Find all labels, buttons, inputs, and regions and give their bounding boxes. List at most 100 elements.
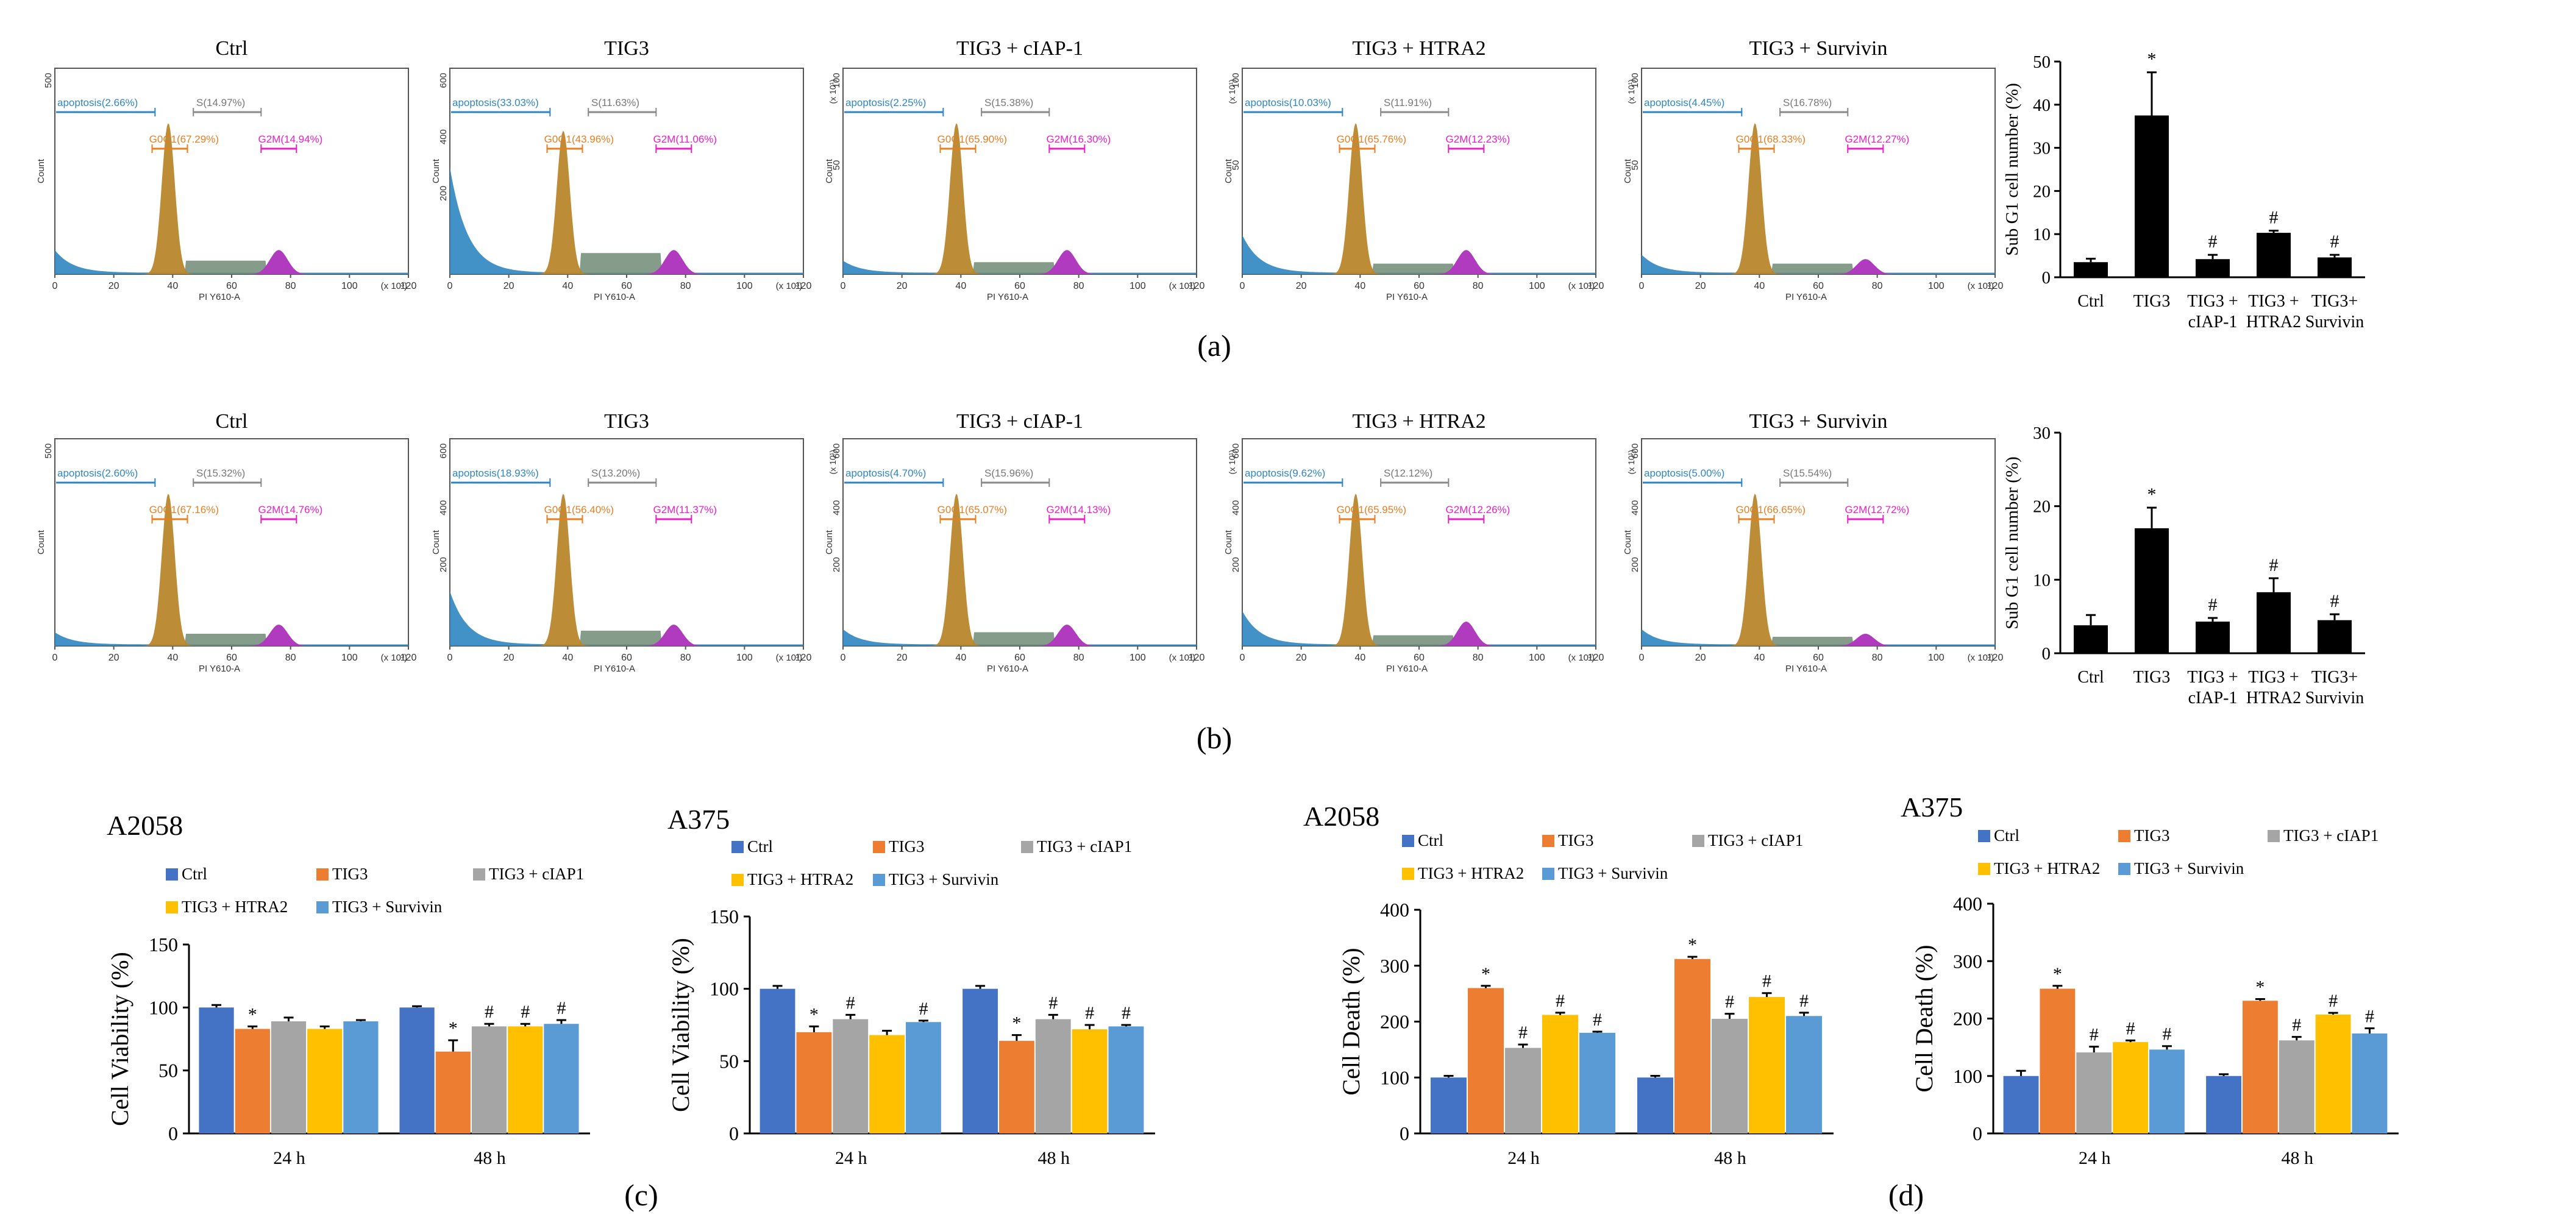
legend-swatch — [473, 868, 485, 881]
y-tick-label: 200 — [831, 557, 842, 572]
legend-swatch — [1978, 863, 1990, 875]
apoptosis-region — [1642, 629, 1995, 646]
x-axis-label: PI Y610-A — [594, 292, 635, 302]
significance-mark: # — [1518, 1023, 1528, 1043]
x-tick-label: 100 — [736, 281, 753, 291]
significance-mark: # — [1799, 991, 1809, 1011]
x-tick-label: 80 — [680, 653, 691, 663]
significance-mark: # — [919, 999, 928, 1019]
bar — [962, 988, 998, 1133]
y-tick-label: 400 — [438, 129, 449, 144]
x-tick-label: 120 — [1987, 653, 2004, 663]
x-axis-label: PI Y610-A — [1386, 664, 1428, 674]
panel-label-c: (c) — [624, 1178, 658, 1212]
sphase-gate-label: S(12.12%) — [1384, 467, 1432, 479]
g2m-gate-label: G2M(11.06%) — [653, 133, 717, 145]
apoptosis-gate-label: apoptosis(10.03%) — [1245, 97, 1331, 108]
bar — [2242, 1001, 2278, 1133]
bar — [1579, 1032, 1616, 1133]
y-unit-label: (x 10¹) — [828, 79, 838, 104]
bar — [2113, 1042, 2149, 1133]
x-category-label: cIAP-1 — [2188, 689, 2238, 707]
histogram-title: TIG3 — [604, 410, 649, 433]
x-tick-label: 120 — [1588, 653, 1604, 663]
g0g1-peak — [1642, 494, 1995, 646]
apoptosis-gate-label: apoptosis(2.66%) — [57, 97, 138, 108]
legend-swatch — [1542, 835, 1554, 847]
legend-swatch — [1978, 830, 1990, 842]
x-tick-label: 20 — [1296, 653, 1307, 663]
legend-swatch — [1542, 868, 1554, 880]
grouped-bar-chart: A375 Ctrl TIG3 TIG3 + cIAP1 TIG3 + HTRA2 TIG3… — [1901, 792, 2399, 1168]
apoptosis-region — [55, 250, 408, 274]
x-axis-label: PI Y610-A — [1785, 292, 1827, 302]
g0g1-peak — [450, 494, 803, 646]
apoptosis-region — [843, 260, 1197, 274]
legend-entry: Ctrl — [747, 837, 773, 856]
significance-mark: # — [2292, 1015, 2301, 1035]
significance-mark: # — [557, 998, 566, 1018]
bar — [1072, 1029, 1108, 1133]
y-tick-label: 0 — [2042, 644, 2051, 664]
significance-mark: # — [2208, 595, 2218, 615]
x-tick-label: 20 — [1296, 281, 1307, 291]
y-tick-label: 400 — [438, 500, 449, 516]
bar — [271, 1021, 307, 1133]
x-axis-label: PI Y610-A — [594, 664, 635, 674]
x-tick-label: 20 — [1695, 653, 1706, 663]
legend-entry: TIG3 — [332, 865, 368, 883]
significance-mark: # — [485, 1002, 494, 1022]
legend-entry: TIG3 — [2134, 826, 2169, 845]
legend-swatch — [731, 841, 744, 853]
y-tick-label: 600 — [438, 443, 449, 458]
legend-swatch — [1402, 868, 1414, 880]
x-category-label: TIG3 + — [2248, 668, 2299, 687]
bar — [906, 1022, 941, 1133]
x-tick-label: 20 — [109, 653, 119, 663]
x-tick-label: 60 — [1014, 281, 1025, 291]
apoptosis-region — [1642, 254, 1995, 274]
x-tick-label: 60 — [226, 653, 237, 663]
significance-mark: # — [2126, 1018, 2135, 1038]
x-tick-label: 0 — [841, 281, 846, 291]
significance-mark: * — [2147, 484, 2157, 505]
bar — [2318, 620, 2352, 653]
x-category-label: Survivin — [2305, 689, 2364, 707]
histogram-title: TIG3 + cIAP-1 — [956, 37, 1083, 60]
significance-mark: * — [2053, 964, 2062, 984]
x-axis-label: PI Y610-A — [987, 292, 1028, 302]
legend-swatch — [1402, 835, 1414, 847]
y-tick-label: 40 — [2033, 96, 2051, 115]
bar — [2352, 1033, 2388, 1133]
bar — [2257, 592, 2291, 653]
g0g1-peak — [55, 123, 408, 274]
y-tick-label: 100 — [831, 73, 842, 88]
apoptosis-region — [1242, 611, 1596, 646]
bar — [399, 1007, 435, 1133]
significance-mark: * — [248, 1004, 257, 1024]
x-axis-label: PI Y610-A — [199, 292, 240, 302]
x-tick-label: 60 — [1813, 653, 1824, 663]
y-tick-label: 50 — [1231, 160, 1241, 171]
x-tick-label: 80 — [1073, 653, 1084, 663]
y-tick-label: 0 — [2042, 268, 2051, 288]
y-tick-label: 200 — [1380, 1011, 1409, 1033]
y-tick-label: 30 — [2033, 139, 2051, 158]
y-tick-label: 200 — [438, 186, 449, 201]
bar — [2003, 1076, 2039, 1133]
g0g1-gate-label: G0G1(66.65%) — [1736, 504, 1806, 516]
x-category-label: 48 h — [2282, 1148, 2314, 1168]
bar — [2257, 233, 2291, 277]
y-tick-label: 300 — [1953, 950, 1982, 972]
x-tick-label: 100 — [1529, 653, 1545, 663]
x-tick-label: 20 — [1695, 281, 1706, 291]
flow-histogram: Ctrl 0 20 40 60 80 100 120(x 10³) PI Y610-A Count… — [36, 37, 416, 302]
significance-mark: # — [2330, 591, 2339, 611]
apoptosis-gate-label: apoptosis(2.25%) — [845, 97, 926, 108]
legend-swatch — [2118, 830, 2130, 842]
y-tick-label: 100 — [1630, 73, 1640, 88]
legend-entry: TIG3 + cIAP1 — [489, 865, 584, 883]
y-tick-label: 200 — [1231, 557, 1241, 572]
x-tick-label: 60 — [1414, 281, 1425, 291]
bar — [833, 1019, 869, 1133]
